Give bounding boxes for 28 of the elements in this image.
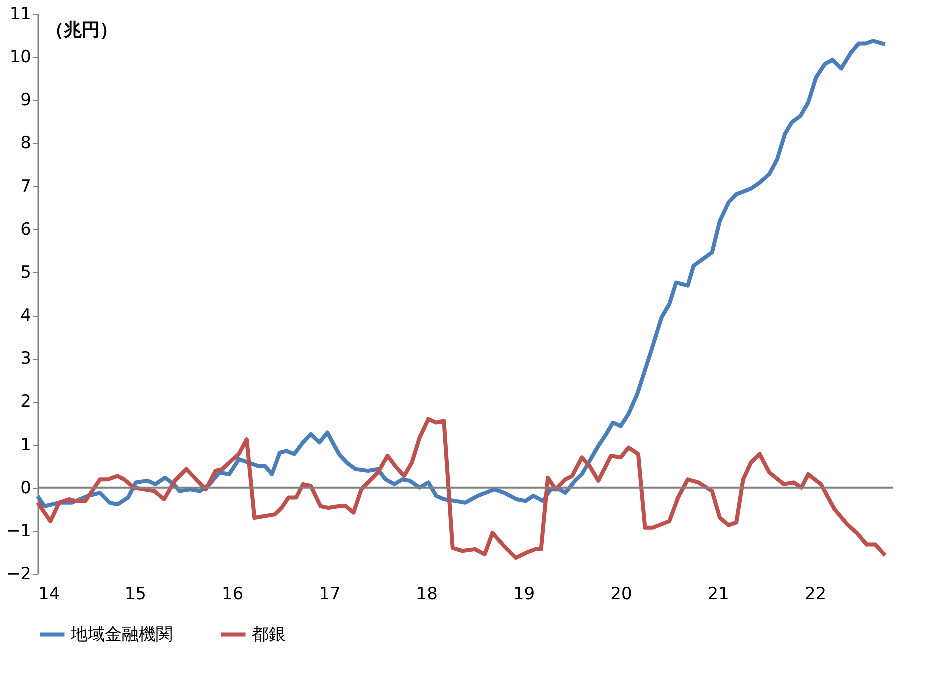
y-tick-label: 4 [20,306,32,326]
y-tick-label: 7 [20,176,32,197]
x-tick-label: 22 [804,584,827,604]
line-series [36,417,888,560]
y-tick-label: 1 [20,435,32,456]
line-series [36,39,888,508]
y-tick-label: 11 [10,4,32,24]
legend-label: 都銀 [252,624,286,645]
y-tick-label: 5 [20,262,32,283]
x-tick-label: 21 [708,584,730,604]
y-tick-label: 0 [20,478,32,498]
x-tick-label: 17 [319,584,341,604]
legend-label: 地域金融機関 [70,624,173,645]
x-tick-label: 18 [416,584,438,604]
x-tick-label: 19 [513,584,536,604]
annotation: （兆円） [46,20,118,41]
y-tick-label: 9 [20,90,32,111]
y-tick-label: 8 [20,134,32,154]
x-tick-label: 15 [124,584,146,604]
y-tick-label: 3 [20,349,32,370]
y-tick-label: 6 [20,220,32,240]
x-tick-label: 20 [610,584,632,604]
x-tick-label: 14 [38,584,60,604]
y-tick-label: −1 [6,521,32,542]
y-tick-label: 10 [10,48,32,68]
x-tick-label: 16 [222,584,244,604]
y-tick-label: 2 [20,392,32,412]
y-tick-label: −2 [6,564,32,584]
